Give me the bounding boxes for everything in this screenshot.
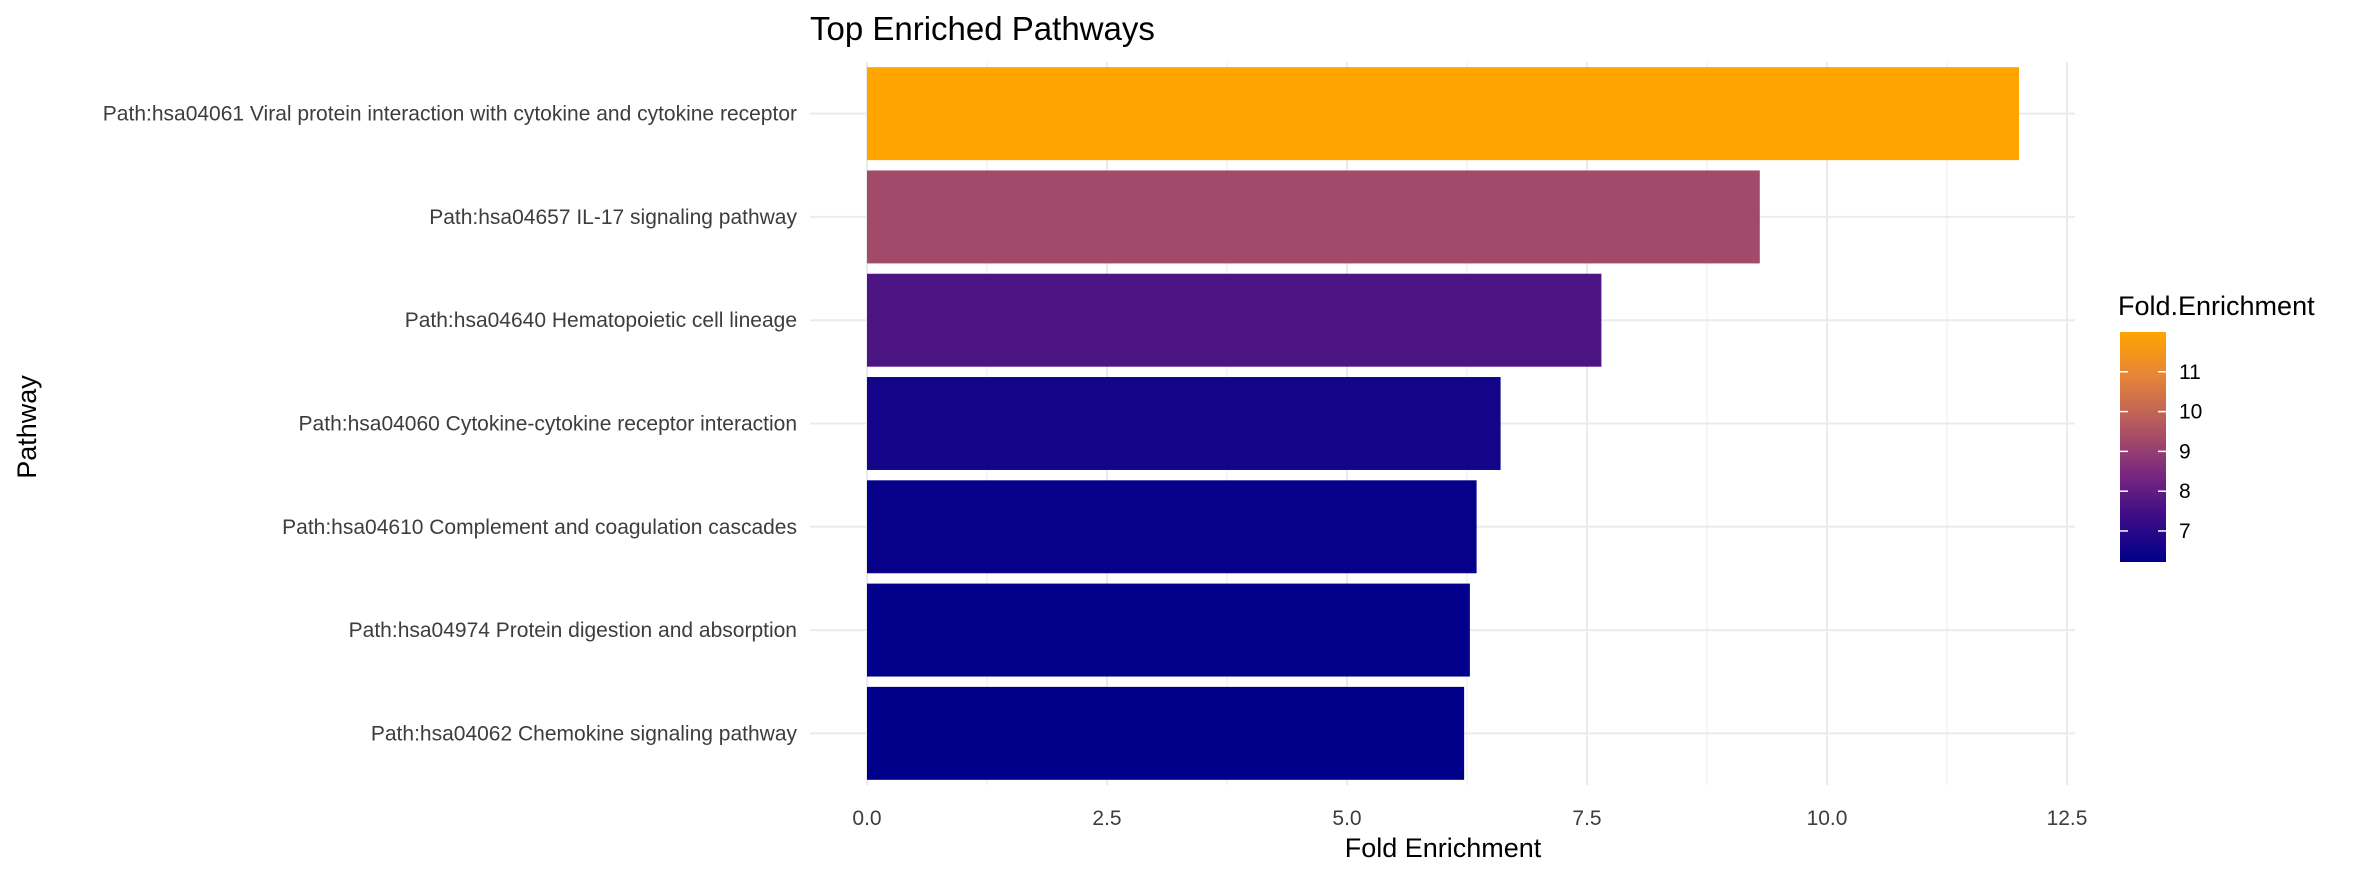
legend-tick-label: 7 (2179, 520, 2191, 543)
legend-tick-label: 10 (2179, 401, 2202, 424)
bar (867, 273, 1602, 367)
y-tick-label: Path:hsa04061 Viral protein interaction … (103, 103, 797, 126)
bar (867, 480, 1477, 574)
y-tick-label: Path:hsa04062 Chemokine signaling pathwa… (371, 722, 798, 745)
legend-ticks: 7 8 9 10 11 (2120, 361, 2202, 543)
y-tick-label: Path:hsa04657 IL-17 signaling pathway (429, 206, 797, 229)
chart-title: Top Enriched Pathways (810, 10, 1155, 47)
bar (867, 377, 1501, 470)
x-tick-label: 12.5 (2047, 807, 2088, 830)
legend-colorbar (2120, 332, 2166, 562)
legend-tick-label: 8 (2179, 480, 2191, 503)
color-legend: Fold.Enrichment 7 8 9 10 11 (2118, 291, 2315, 562)
bar (867, 686, 1465, 780)
y-tick-label: Path:hsa04974 Protein digestion and abso… (349, 619, 797, 642)
bar (867, 170, 1760, 264)
legend-tick-label: 9 (2179, 440, 2191, 463)
bars (867, 67, 2019, 780)
y-tick-label: Path:hsa04640 Hematopoietic cell lineage (405, 309, 797, 332)
bar (867, 583, 1470, 677)
y-tick-label: Path:hsa04610 Complement and coagulation… (282, 516, 797, 539)
x-tick-label: 5.0 (1332, 807, 1361, 830)
x-axis-title: Fold Enrichment (1345, 833, 1542, 863)
x-tick-label: 2.5 (1092, 807, 1121, 830)
x-tick-labels: 0.0 2.5 5.0 7.5 10.0 12.5 (852, 807, 2087, 830)
legend-tick-label: 11 (2179, 361, 2201, 384)
bar (867, 67, 2019, 161)
y-tick-label: Path:hsa04060 Cytokine-cytokine receptor… (299, 413, 797, 436)
x-tick-label: 7.5 (1572, 807, 1601, 830)
legend-title: Fold.Enrichment (2118, 291, 2315, 321)
y-tick-labels: Path:hsa04061 Viral protein interaction … (103, 103, 798, 746)
x-tick-label: 10.0 (1807, 807, 1848, 830)
x-tick-label: 0.0 (852, 807, 881, 830)
y-axis-title: Pathway (12, 375, 42, 479)
